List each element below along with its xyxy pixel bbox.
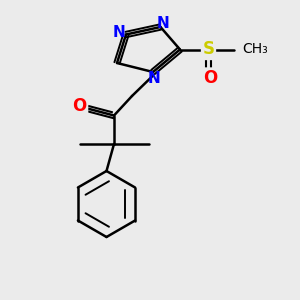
Text: O: O bbox=[203, 69, 217, 87]
Text: N: N bbox=[113, 25, 126, 40]
Text: O: O bbox=[72, 97, 87, 115]
Text: N: N bbox=[157, 16, 169, 31]
Text: CH₃: CH₃ bbox=[242, 42, 268, 56]
Text: N: N bbox=[148, 71, 160, 86]
Text: S: S bbox=[202, 40, 214, 58]
